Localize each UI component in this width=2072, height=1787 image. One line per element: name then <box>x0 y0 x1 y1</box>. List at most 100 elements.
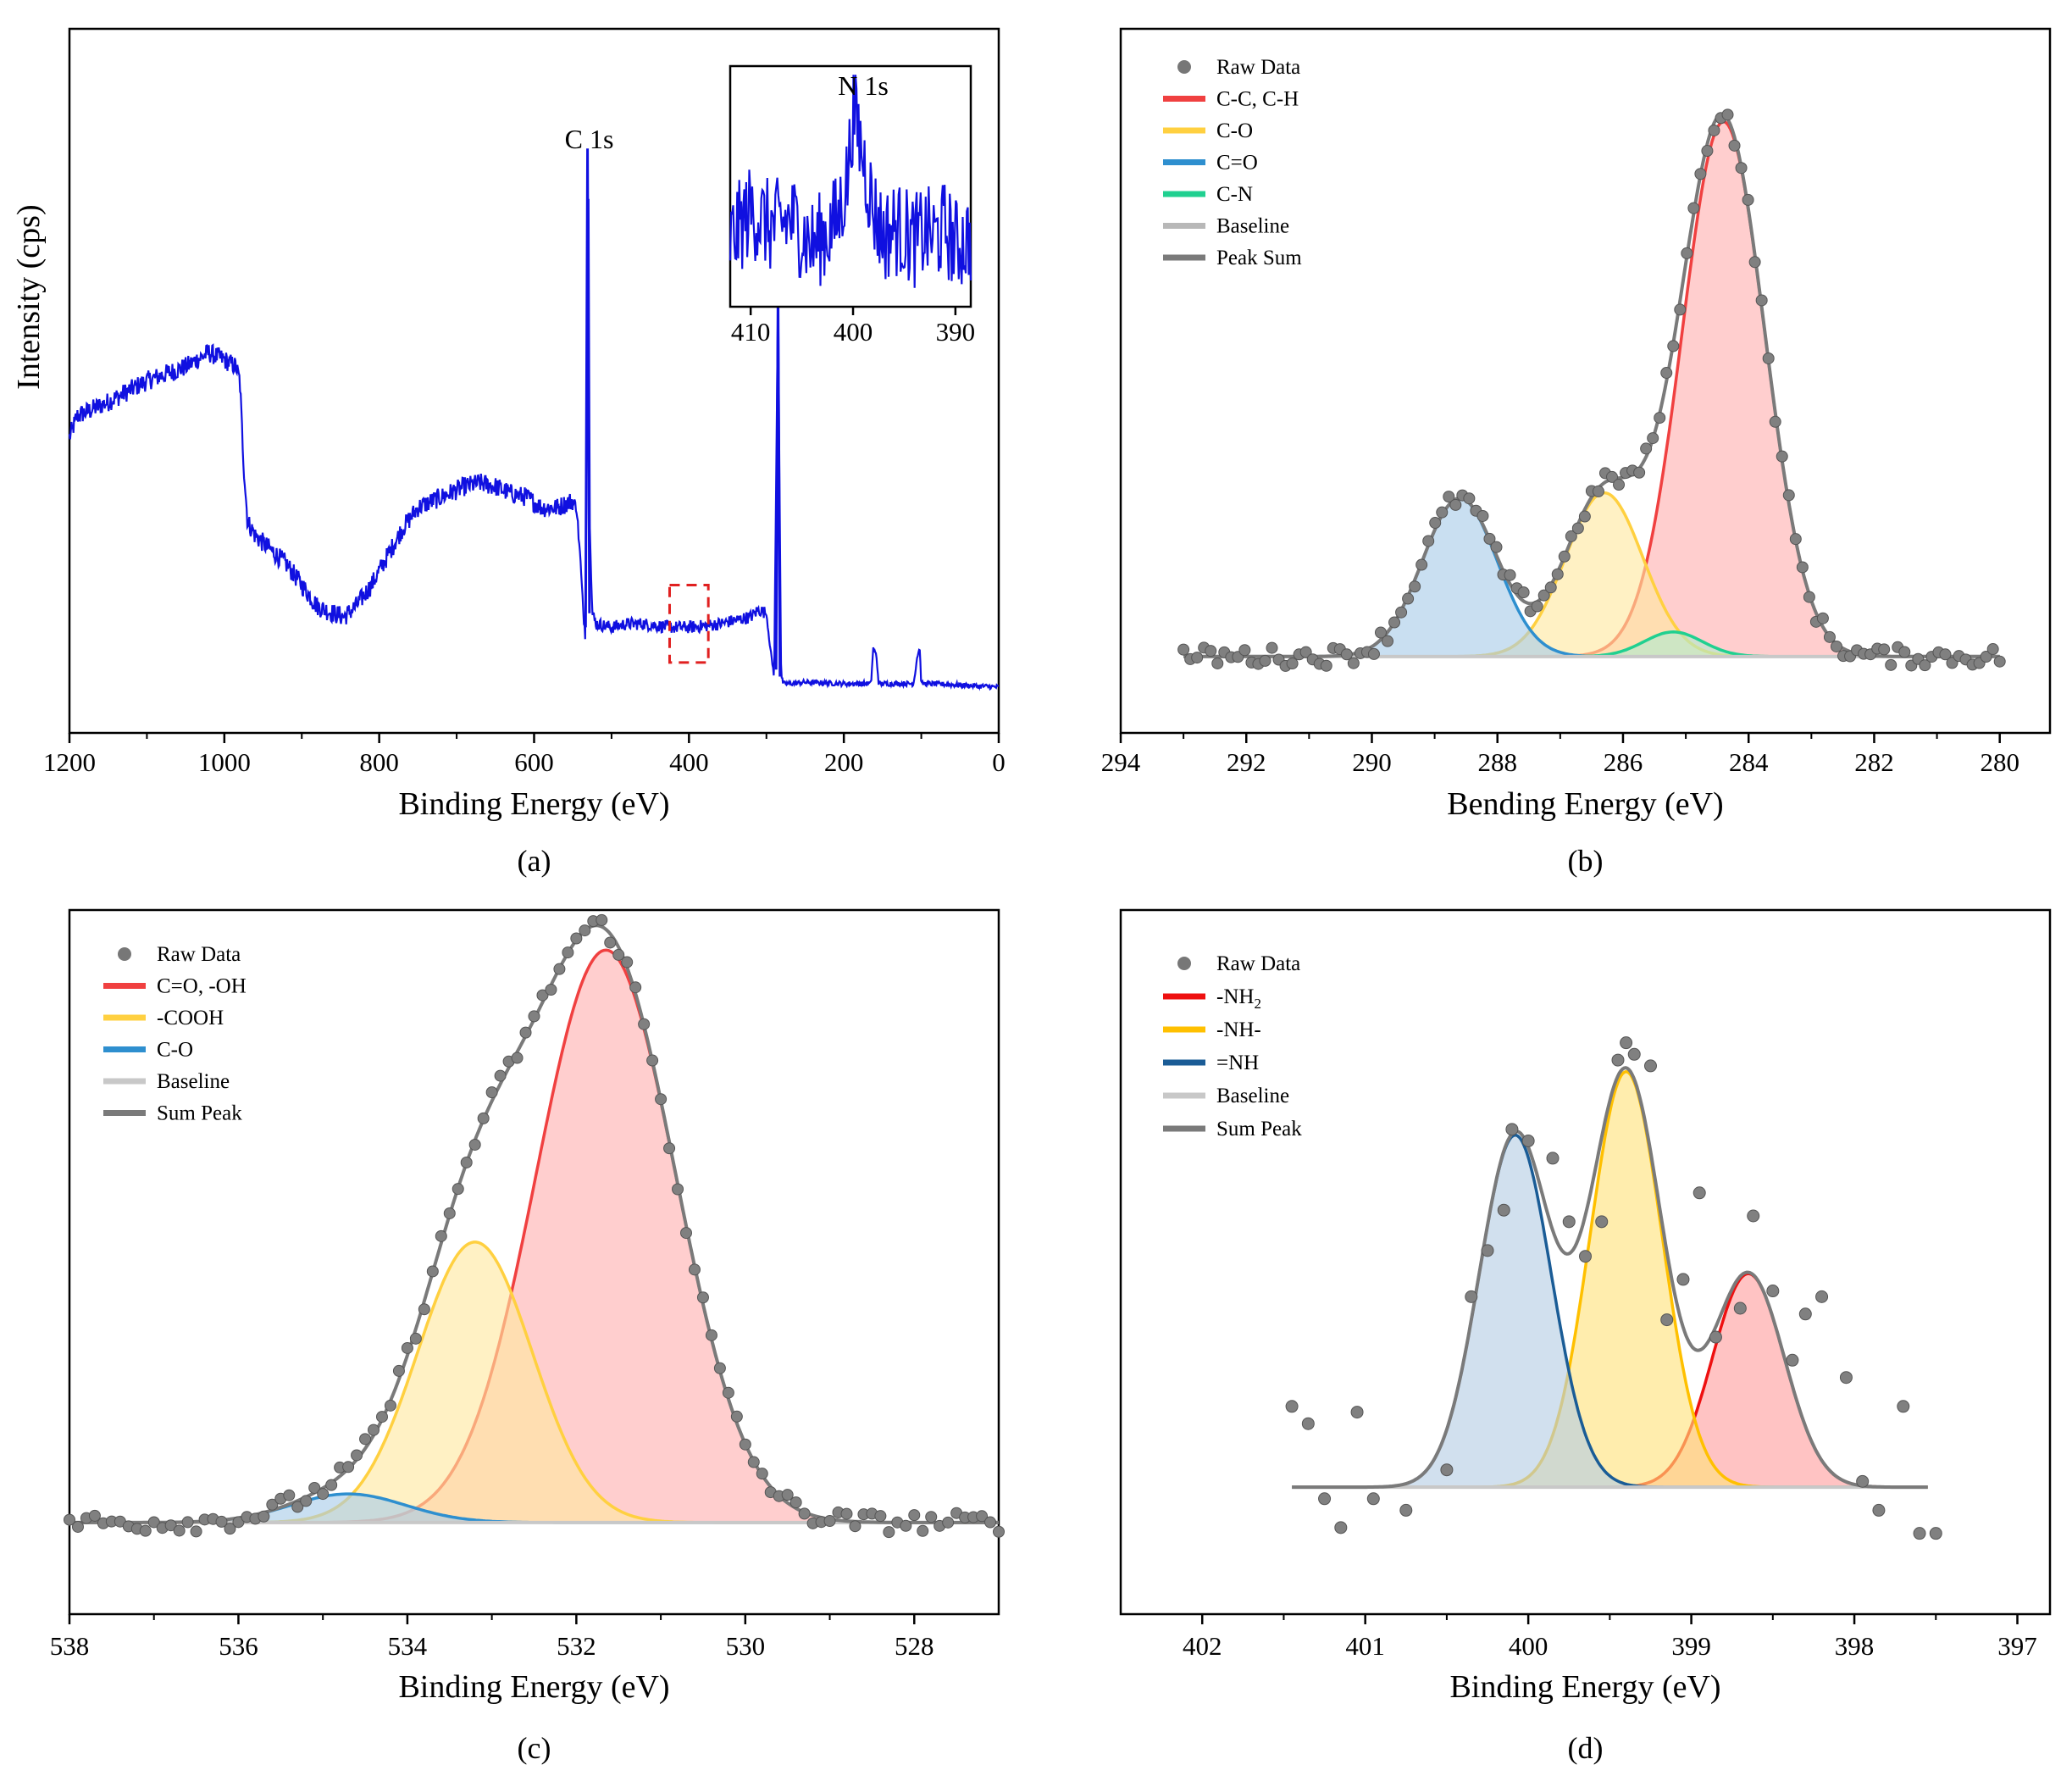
x-axis-label: Binding Energy (eV) <box>1449 1669 1720 1705</box>
raw-point <box>392 1364 405 1377</box>
survey-spectrum <box>68 198 999 691</box>
raw-point <box>1789 533 1802 546</box>
raw-point <box>993 1525 1005 1538</box>
legend-label: Peak Sum <box>1216 247 1302 269</box>
legend: Raw Data C=O, -OH -COOH C-O Baseline Sum Peak <box>103 943 247 1125</box>
legend-label: =NH <box>1216 1052 1259 1074</box>
legend-label: C-N <box>1216 183 1253 206</box>
raw-point <box>1578 510 1591 523</box>
legend-label: Raw Data <box>1216 56 1300 79</box>
x-ticks: 538 536 534 532 530 528 <box>50 1614 934 1661</box>
x-tick-label: 200 <box>824 747 864 777</box>
raw-point <box>925 1511 938 1523</box>
inset-spectrum <box>729 75 972 288</box>
raw-point <box>1546 1152 1560 1165</box>
raw-point <box>215 1515 228 1528</box>
x-tick-label: 400 <box>1509 1631 1548 1661</box>
raw-point <box>900 1519 912 1532</box>
raw-point <box>1579 1250 1592 1263</box>
raw-point <box>426 1265 439 1278</box>
raw-point <box>1395 606 1408 619</box>
raw-point <box>1766 1285 1780 1298</box>
raw-point <box>401 1341 413 1354</box>
raw-point <box>1422 535 1435 547</box>
raw-point <box>368 1423 380 1436</box>
x-tick-label: 600 <box>514 747 554 777</box>
raw-point <box>883 1526 895 1539</box>
raw-point <box>1708 124 1720 136</box>
raw-point <box>1856 1474 1870 1488</box>
raw-point <box>1191 652 1204 664</box>
raw-point <box>283 1489 296 1501</box>
raw-point <box>224 1523 236 1535</box>
raw-point <box>1402 592 1415 605</box>
raw-point <box>1611 1053 1625 1067</box>
raw-point <box>663 1142 676 1155</box>
raw-point <box>739 1438 751 1451</box>
raw-point <box>976 1510 989 1523</box>
raw-point <box>519 1026 532 1039</box>
x-tick-label: 280 <box>1980 747 2019 777</box>
raw-point <box>1694 168 1707 180</box>
raw-point <box>629 981 642 994</box>
raw-point <box>756 1468 768 1480</box>
raw-point <box>468 1138 481 1151</box>
raw-point <box>351 1449 363 1462</box>
raw-point <box>1898 646 1911 658</box>
raw-data <box>1177 108 2006 672</box>
raw-point <box>511 1052 524 1064</box>
raw-point <box>300 1495 313 1507</box>
plot-frame <box>1119 27 2052 735</box>
x-tick-label: 0 <box>992 747 1006 777</box>
panel-label: (c) <box>518 1731 551 1765</box>
raw-point <box>1620 1036 1633 1050</box>
raw-point <box>88 1509 101 1522</box>
raw-point <box>545 984 557 996</box>
raw-point <box>1839 1371 1853 1385</box>
raw-point <box>190 1525 202 1538</box>
plot-frame <box>1119 908 2052 1616</box>
raw-point <box>781 1489 794 1501</box>
raw-point <box>672 1183 684 1196</box>
raw-point <box>1382 635 1394 647</box>
raw-point <box>1463 492 1476 505</box>
raw-point <box>596 913 608 926</box>
raw-point <box>1476 509 1489 522</box>
raw-point <box>1721 108 1734 121</box>
x-tick-label: 800 <box>359 747 399 777</box>
raw-point <box>789 1496 802 1509</box>
raw-point <box>553 963 566 975</box>
raw-point <box>1872 1503 1886 1517</box>
raw-point <box>1735 162 1748 175</box>
raw-point <box>1388 616 1401 629</box>
legend: Raw Data -NH2 -NH- =NH Baseline Sum Peak <box>1163 952 1302 1140</box>
x-tick-label: 528 <box>895 1631 934 1661</box>
raw-point <box>342 1461 355 1473</box>
raw-point <box>908 1509 921 1522</box>
raw-point <box>1440 1463 1454 1477</box>
raw-point <box>1986 643 1999 656</box>
sum-peak-line <box>1292 1066 1928 1490</box>
raw-point <box>1562 1215 1576 1229</box>
raw-point <box>1747 1209 1760 1223</box>
raw-point <box>1565 530 1577 542</box>
raw-point <box>147 1516 160 1529</box>
raw-point <box>1537 589 1550 602</box>
raw-point <box>798 1507 811 1520</box>
raw-point <box>1490 541 1503 553</box>
x-axis-label: Binding Energy (eV) <box>398 786 669 822</box>
legend-label: Raw Data <box>1216 952 1300 975</box>
o1s-peak <box>774 289 782 677</box>
raw-point <box>612 948 625 961</box>
x-tick-label: 399 <box>1671 1631 1711 1661</box>
raw-point <box>1776 450 1788 463</box>
raw-point <box>384 1399 396 1412</box>
raw-point <box>1640 442 1653 455</box>
raw-point <box>452 1183 464 1196</box>
inset-x-tick-label: 400 <box>834 317 873 347</box>
raw-point <box>1796 561 1809 574</box>
raw-point <box>1798 1307 1812 1321</box>
raw-point <box>1505 1123 1519 1136</box>
raw-point <box>1347 657 1360 669</box>
raw-point <box>1177 643 1190 656</box>
